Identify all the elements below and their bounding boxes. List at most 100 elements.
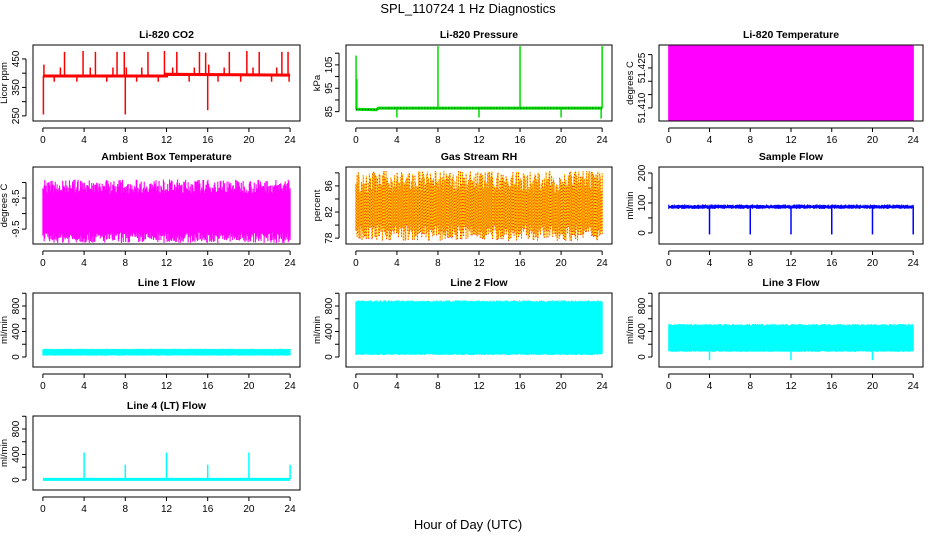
series [668,45,914,121]
baseline-line [42,72,291,78]
x-tick-label: 8 [123,504,129,515]
y-tick-label: 800 [637,297,648,314]
x-tick-label: 20 [867,381,879,392]
panel-title: Sample Flow [759,151,824,163]
x-tick-label: 8 [123,258,129,269]
x-tick-label: 24 [285,135,297,146]
figure-title: SPL_110724 1 Hz Diagnostics [380,1,556,16]
panel-3: Ambient Box Temperature 0 4 8 12 16 20 24 -9.5 -8… [0,151,301,269]
x-tick-label: 4 [707,381,713,392]
panel-title: Gas Stream RH [441,151,517,163]
x-tick-label: 0 [353,135,359,146]
panel-title: Li-820 Temperature [743,29,839,41]
x-tick-label: 0 [40,258,46,269]
series [42,179,291,244]
x-tick-label: 4 [394,135,400,146]
series [42,348,291,356]
series [668,204,914,235]
x-tick-label: 4 [394,381,400,392]
x-tick-label: 4 [394,258,400,269]
series [355,46,603,119]
panel-title: Line 3 Flow [762,277,820,289]
x-tick-label: 16 [202,135,214,146]
y-tick-label: -8.5 [11,189,22,207]
panel-title: Line 4 (LT) Flow [127,400,207,412]
panel-2: Li-820 Temperature 0 4 8 12 16 20 24 51.410 51.42… [625,29,924,146]
y-tick-label: 0 [324,354,335,360]
x-tick-label: 8 [123,381,129,392]
x-tick-label: 12 [161,504,173,515]
x-tick-label: 0 [353,258,359,269]
y-axis-label: ml/min [0,316,10,344]
y-tick-label: 0 [11,354,22,360]
x-tick-label: 0 [40,135,46,146]
x-tick-label: 16 [514,135,526,146]
y-axis-label: degrees C [625,61,636,105]
x-tick-label: 24 [908,258,920,269]
x-tick-label: 4 [707,258,713,269]
x-tick-label: 16 [826,381,838,392]
x-tick-label: 8 [123,135,129,146]
x-tick-label: 12 [473,381,485,392]
x-tick-label: 16 [826,135,838,146]
x-tick-label: 4 [81,381,87,392]
y-axis-label: Licor ppm [0,62,10,104]
pressure-dots [355,107,603,111]
x-tick-label: 12 [473,258,485,269]
x-tick-label: 0 [353,381,359,392]
series [668,323,914,361]
x-tick-label: 20 [556,381,568,392]
y-tick-label: 51.425 [637,52,648,83]
series [355,170,603,241]
y-tick-label: 800 [11,420,22,437]
x-tick-label: 0 [666,381,672,392]
x-tick-label: 20 [243,381,255,392]
x-tick-label: 24 [597,135,609,146]
panel-title: Li-820 Pressure [440,29,518,41]
plot-frame [345,166,613,245]
y-tick-label: 100 [637,194,648,211]
x-tick-label: 12 [161,258,173,269]
x-tick-label: 4 [81,258,87,269]
x-tick-label: 16 [202,258,214,269]
x-tick-label: 4 [81,504,87,515]
y-axis-label: ml/min [625,316,636,344]
x-tick-label: 8 [435,135,441,146]
y-axis-label: percent [312,189,323,221]
plot-frame [32,44,301,122]
panel-title: Ambient Box Temperature [101,151,232,163]
y-tick-label: 51.410 [637,92,648,123]
x-tick-label: 4 [81,135,87,146]
y-tick-label: 78 [324,232,335,244]
panel-title: Line 1 Flow [138,277,196,289]
series [42,452,291,481]
x-axis-title: Hour of Day (UTC) [413,517,523,532]
y-tick-label: 0 [637,354,648,360]
plot-frame [32,415,301,491]
plot-frame [32,166,301,245]
y-tick-label: 95 [324,82,335,94]
x-tick-label: 8 [747,258,753,269]
x-tick-label: 24 [285,504,297,515]
y-tick-label: 0 [637,230,648,236]
x-tick-label: 16 [202,381,214,392]
x-tick-label: 0 [666,135,672,146]
x-tick-label: 20 [556,258,568,269]
x-tick-label: 8 [435,258,441,269]
y-axis-label: ml/min [625,192,636,220]
x-tick-label: 0 [666,258,672,269]
plot-frame [32,292,301,368]
x-tick-label: 16 [826,258,838,269]
series [355,300,603,356]
x-tick-label: 12 [161,135,173,146]
x-tick-label: 8 [747,135,753,146]
x-tick-label: 16 [202,504,214,515]
x-tick-label: 20 [243,135,255,146]
